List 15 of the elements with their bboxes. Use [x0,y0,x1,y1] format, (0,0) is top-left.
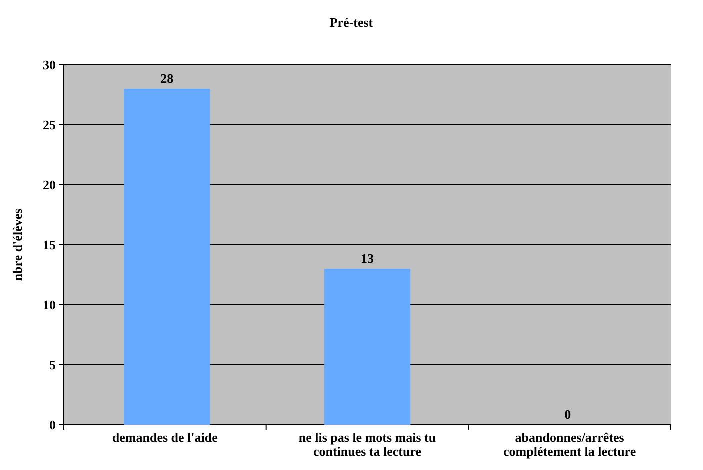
y-axis-title: nbre d'élèves [10,208,25,282]
y-tick-label: 20 [43,178,56,193]
x-tick-label: abandonnes/arrêtes complétement la lecture [504,430,636,459]
y-tick-label: 0 [50,418,56,433]
y-tick-label: 10 [43,298,56,313]
y-tick-label: 25 [43,118,56,133]
y-tick-label: 15 [43,238,56,253]
x-tick-label: demandes de l'aide [112,430,218,445]
data-label: 28 [160,71,174,86]
chart-title: Pré-test [330,15,374,30]
y-tick-label: 5 [50,358,56,373]
data-label: 13 [361,251,374,266]
y-tick-label: 30 [43,58,56,73]
x-tick-label: ne lis pas le mots mais tu continues ta lecture [298,430,436,459]
data-label: 0 [564,407,572,422]
